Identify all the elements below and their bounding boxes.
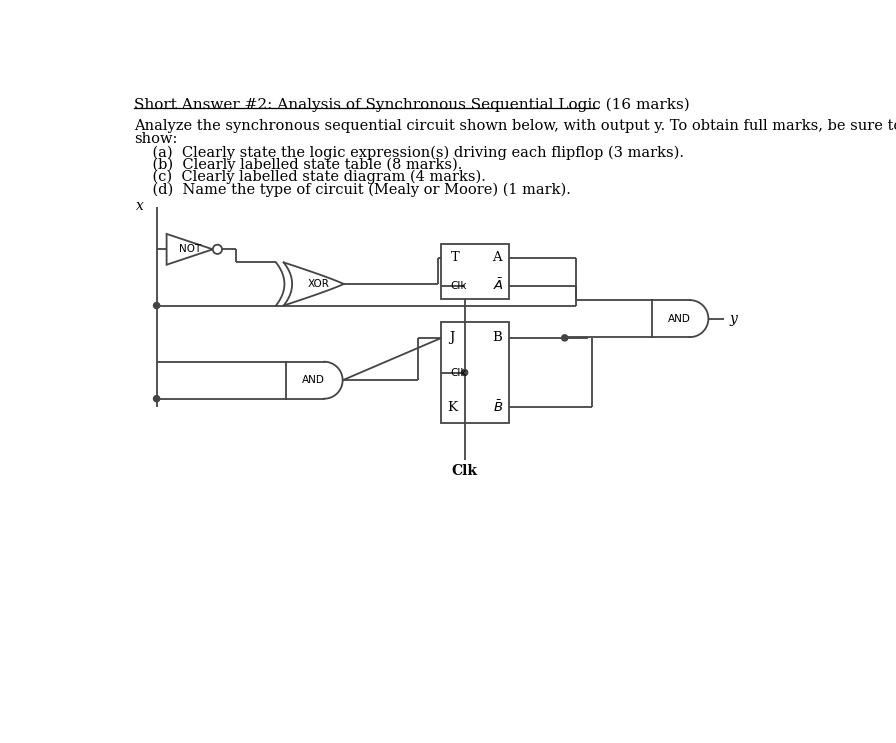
Circle shape xyxy=(461,369,468,376)
Text: $\bar{A}$: $\bar{A}$ xyxy=(493,278,504,293)
Text: (c)  Clearly labelled state diagram (4 marks).: (c) Clearly labelled state diagram (4 ma… xyxy=(134,170,487,184)
Text: AND: AND xyxy=(668,314,691,324)
Text: (d)  Name the type of circuit (Mealy or Moore) (1 mark).: (d) Name the type of circuit (Mealy or M… xyxy=(134,182,571,197)
Text: AND: AND xyxy=(302,375,325,385)
Text: T: T xyxy=(451,251,460,265)
Text: J: J xyxy=(450,331,455,344)
Text: A: A xyxy=(492,251,502,265)
Text: XOR: XOR xyxy=(308,279,330,289)
Polygon shape xyxy=(284,262,344,305)
Text: Analyze the synchronous sequential circuit shown below, with output y. To obtain: Analyze the synchronous sequential circu… xyxy=(134,119,896,133)
Circle shape xyxy=(213,244,222,254)
Text: y: y xyxy=(730,311,737,325)
Text: Clk: Clk xyxy=(452,464,478,478)
Text: Clk: Clk xyxy=(450,368,467,377)
Circle shape xyxy=(153,302,159,308)
Circle shape xyxy=(153,395,159,402)
Circle shape xyxy=(562,335,568,341)
Polygon shape xyxy=(167,234,213,265)
Text: (b)  Clearly labelled state table (8 marks).: (b) Clearly labelled state table (8 mark… xyxy=(134,158,462,172)
Bar xyxy=(442,322,509,423)
Text: NOT: NOT xyxy=(178,244,201,254)
Text: show:: show: xyxy=(134,132,177,146)
Text: Clk: Clk xyxy=(450,281,467,291)
Text: $\bar{B}$: $\bar{B}$ xyxy=(494,400,504,415)
Text: B: B xyxy=(492,331,502,344)
Polygon shape xyxy=(651,300,709,337)
Bar xyxy=(442,244,509,299)
Text: (a)  Clearly state the logic expression(s) driving each flipflop (3 marks).: (a) Clearly state the logic expression(s… xyxy=(134,146,685,160)
Text: x: x xyxy=(136,199,143,213)
Text: Short Answer #2: Analysis of Synchronous Sequential Logic (16 marks): Short Answer #2: Analysis of Synchronous… xyxy=(134,97,690,112)
Polygon shape xyxy=(286,362,342,399)
Text: K: K xyxy=(447,400,457,414)
